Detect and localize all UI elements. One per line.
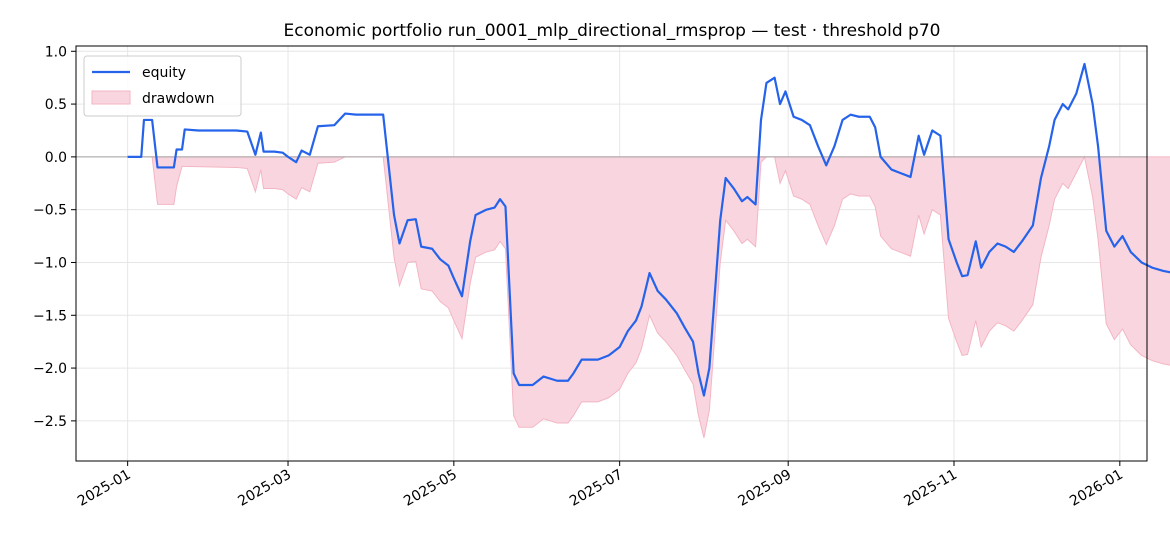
y-tick-label: −1.5 — [33, 308, 67, 324]
y-tick-label: −2.5 — [33, 414, 67, 430]
plot-frame — [75, 45, 1148, 462]
y-tick-label: −0.5 — [33, 203, 67, 219]
y-tick-label: 0.5 — [45, 97, 67, 113]
y-tick-label: 0.0 — [45, 150, 67, 166]
x-tick-label: 2026-01 — [1067, 467, 1126, 510]
legend-equity-label: equity — [142, 65, 186, 81]
x-tick-label: 2025-05 — [401, 467, 460, 510]
chart-title: Economic portfolio run_0001_mlp_directio… — [284, 21, 941, 41]
y-tick-label: −1.0 — [33, 255, 67, 271]
drawdown-area — [127, 155, 1170, 438]
legend-drawdown-label: drawdown — [142, 91, 214, 107]
x-tick-label: 2025-03 — [235, 467, 294, 510]
x-tick-label: 2025-11 — [901, 467, 960, 510]
plot-area — [76, 62, 1170, 438]
x-tick-label: 2025-07 — [567, 467, 626, 510]
legend: equity drawdown — [83, 55, 242, 117]
legend-drawdown-swatch — [91, 90, 131, 105]
x-tick-label: 2025-01 — [75, 467, 134, 510]
equity-line — [127, 62, 1170, 397]
y-tick-label: 1.0 — [45, 44, 67, 60]
y-tick-label: −2.0 — [33, 361, 67, 377]
x-tick-label: 2025-09 — [736, 467, 795, 510]
